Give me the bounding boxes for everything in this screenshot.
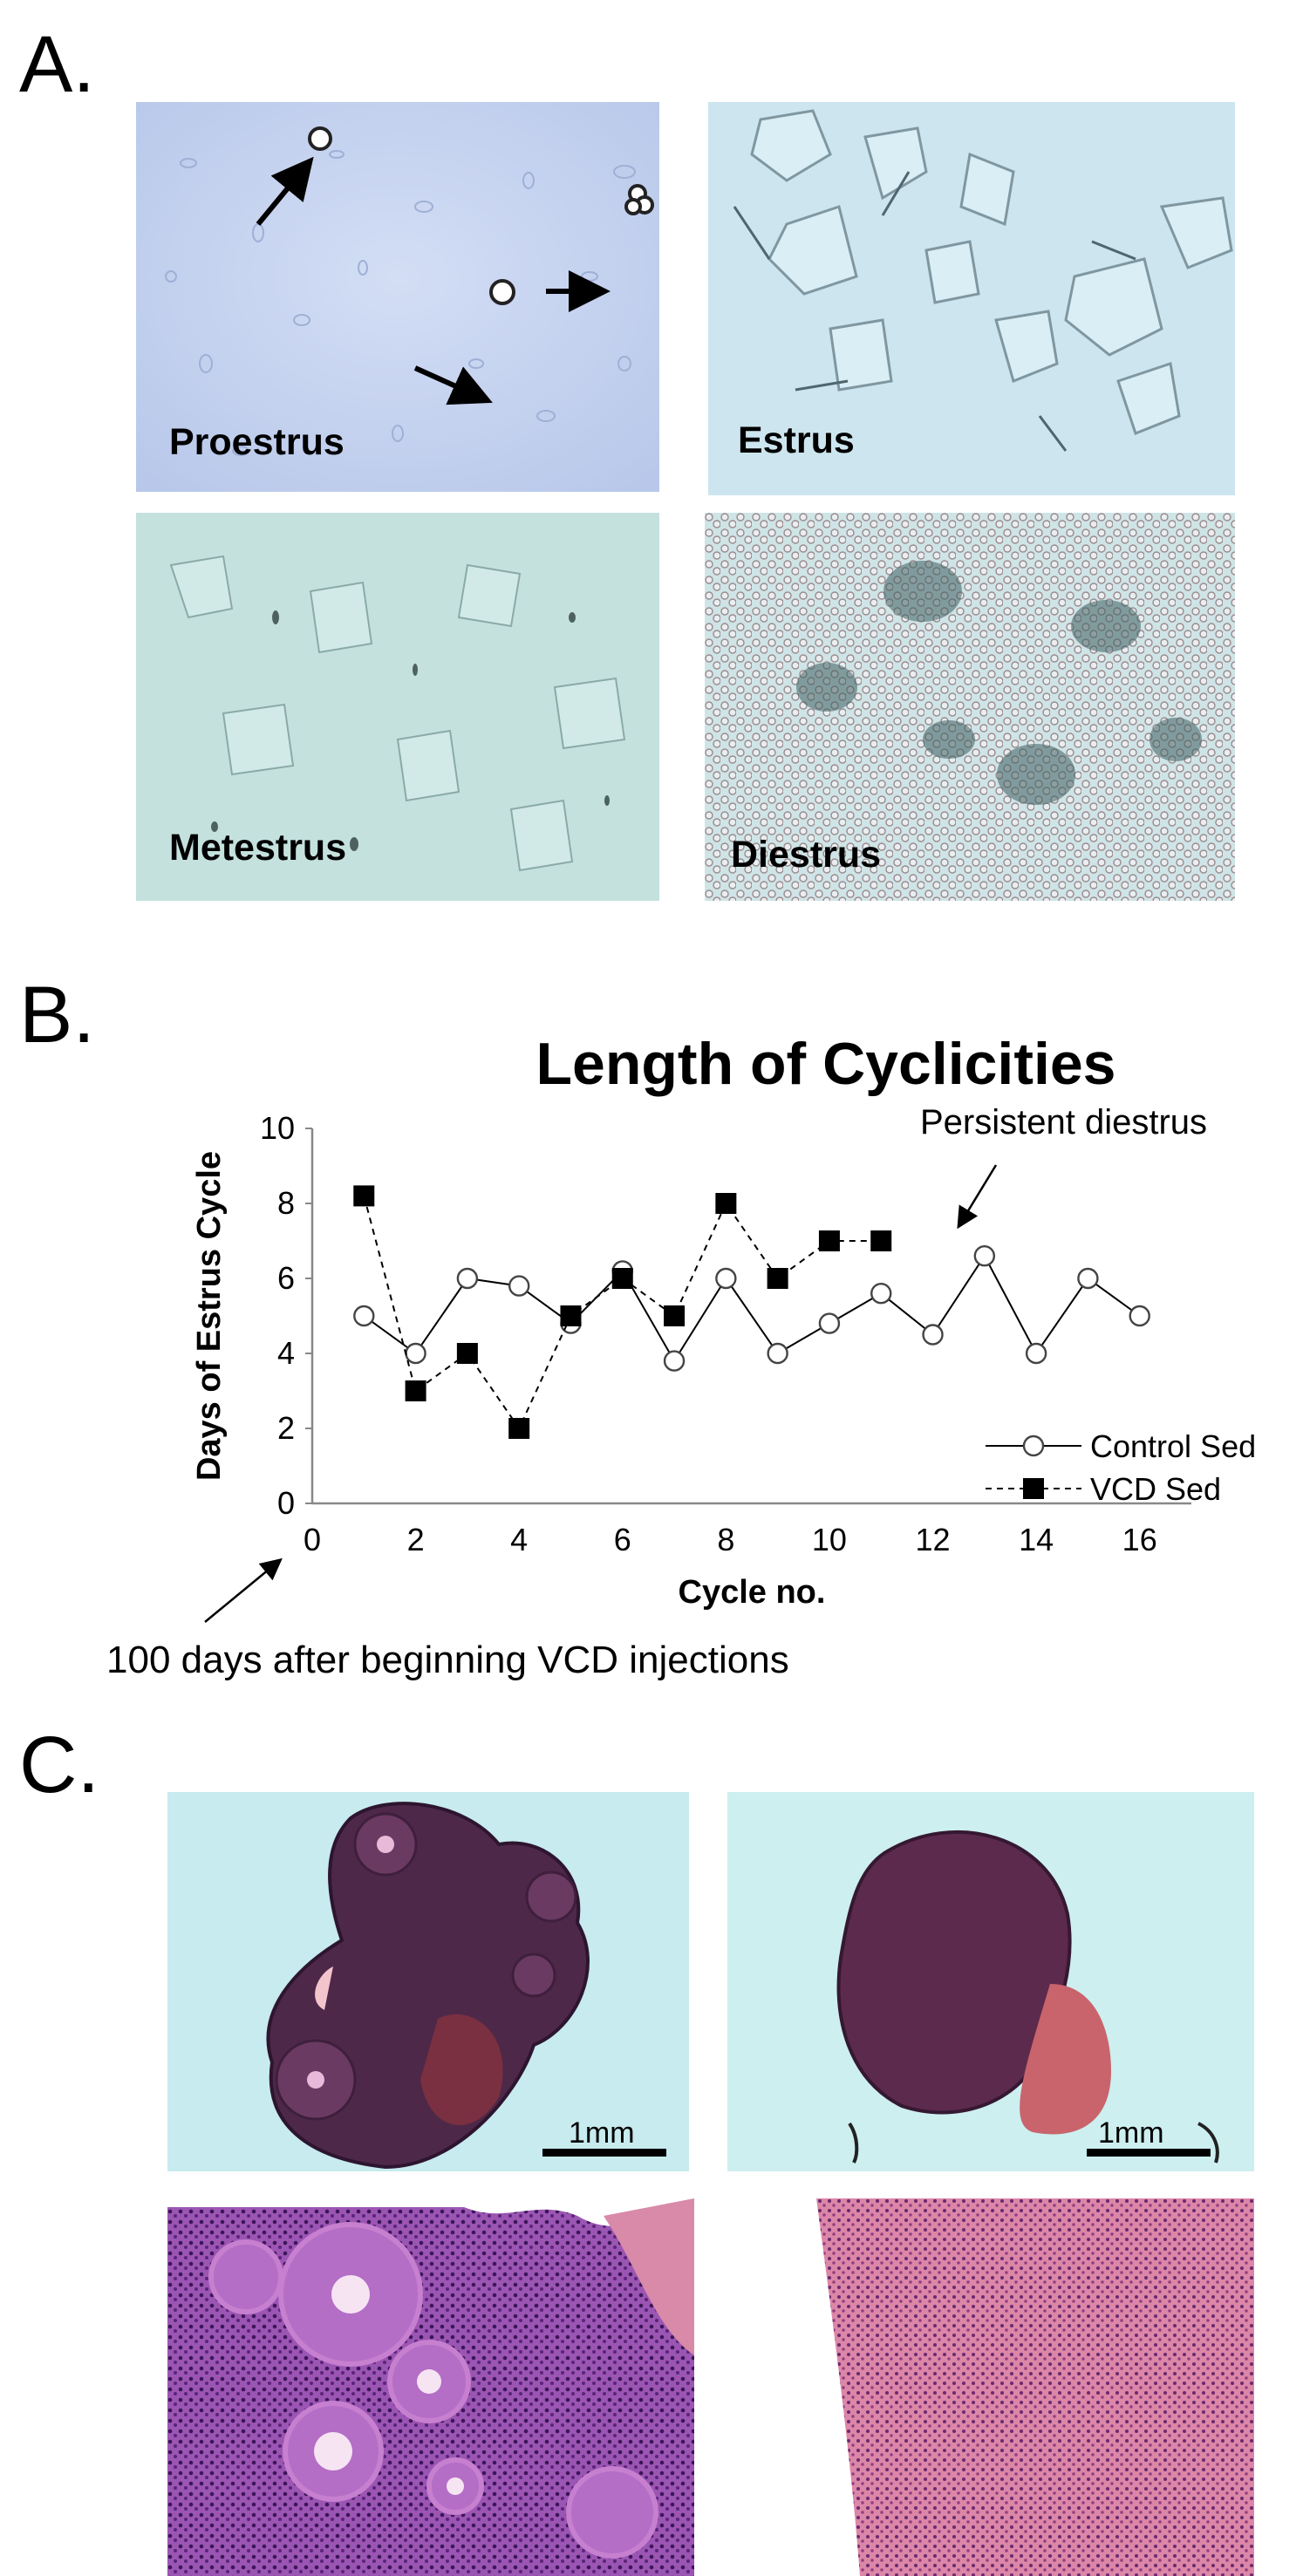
diestrus-texture: [705, 513, 1235, 901]
proestrus-texture: [136, 102, 659, 492]
vcd-ovary-highmag-texture: [808, 2198, 1254, 2576]
vcd-sed-point: [664, 1305, 686, 1326]
control-sed-point: [353, 1305, 375, 1327]
legend-marker-vcd: [1023, 1478, 1044, 1499]
control-sed-point: [456, 1267, 479, 1290]
scale-bar-left-label: 1mm: [569, 2116, 635, 2150]
metestrus-label: Metestrus: [169, 827, 347, 869]
panel-c-letter: C.: [19, 1721, 99, 1809]
series-line-control-sed: [363, 1254, 1141, 1363]
x-tick-label: 16: [1122, 1522, 1157, 1557]
control-sed-point: [870, 1283, 892, 1305]
control-sed-point: [922, 1324, 944, 1346]
x-tick-label: 14: [1019, 1522, 1054, 1557]
y-tick-label: 8: [277, 1185, 295, 1221]
control-sed-point: [767, 1342, 788, 1365]
panel-a-letter: A.: [19, 20, 95, 109]
scale-bar-left: [542, 2149, 666, 2157]
x-tick-label: 10: [812, 1522, 847, 1557]
x-tick-label: 6: [614, 1522, 631, 1557]
x-tick-label: 4: [510, 1522, 528, 1557]
annotation-persistent-diestrus: Persistent diestrus: [920, 1103, 1207, 1141]
control-sed-point: [818, 1312, 841, 1334]
vcd-sed-point: [508, 1418, 530, 1439]
control-sed-point: [405, 1342, 426, 1365]
control-sed-point: [1129, 1305, 1150, 1327]
annotation-arrow-persistent: [957, 1164, 998, 1230]
control-sed-point: [663, 1350, 686, 1372]
proestrus-label: Proestrus: [169, 421, 345, 463]
legend-label-vcd: VCD Sed: [1090, 1471, 1221, 1507]
estrus-texture: [708, 102, 1235, 495]
cyclicity-chart: Length of Cyclicities 0 2 4 6 8 10 0 2 4 6 8 10 12 14…: [106, 1031, 1256, 1681]
vcd-ovary-lowmag: 1mm: [727, 1792, 1254, 2171]
scale-bar-right-label: 1mm: [1098, 2116, 1164, 2150]
chart-title: Length of Cyclicities: [536, 1031, 1116, 1097]
metestrus-micrograph: Metestrus: [136, 513, 659, 901]
scale-bar-right: [1087, 2149, 1211, 2157]
control-sed-point: [973, 1245, 996, 1267]
vcd-sed-point: [611, 1268, 633, 1289]
control-sed-point: [1077, 1267, 1099, 1290]
vcd-sed-point: [767, 1268, 788, 1289]
estrus-micrograph: Estrus: [708, 102, 1235, 495]
y-tick-label: 0: [277, 1485, 295, 1521]
x-tick-label: 8: [717, 1522, 734, 1557]
annotation-100-days: 100 days after beginning VCD injections: [106, 1639, 789, 1681]
diestrus-label: Diestrus: [731, 834, 882, 876]
estrus-label: Estrus: [738, 419, 855, 461]
control-ovary-highmag-texture: [167, 2198, 694, 2576]
x-axis-title: Cycle no.: [679, 1574, 826, 1611]
y-tick-label: 10: [260, 1110, 295, 1146]
vcd-sed-point: [456, 1343, 478, 1364]
diestrus-micrograph: Diestrus: [705, 513, 1235, 901]
control-sed-point: [1025, 1342, 1047, 1365]
annotation-arrow-100-days: [204, 1557, 283, 1623]
x-tick-label: 12: [916, 1522, 951, 1557]
control-ovary-highmag: [167, 2198, 694, 2576]
vcd-sed-point: [353, 1185, 375, 1207]
control-ovary-texture: [167, 1792, 689, 2171]
series-line-vcd-sed: [363, 1196, 882, 1431]
vcd-sed-point: [560, 1305, 582, 1326]
vcd-ovary-highmag: [808, 2198, 1254, 2576]
panel-b-letter: B.: [19, 971, 95, 1060]
y-tick-label: 2: [277, 1410, 295, 1446]
control-ovary-lowmag: 1mm: [167, 1792, 689, 2171]
y-tick-label: 6: [277, 1260, 295, 1296]
metestrus-texture: [136, 513, 659, 901]
x-tick-label: 0: [304, 1522, 321, 1557]
y-axis-title: Days of Estrus Cycle: [191, 1151, 228, 1481]
proestrus-micrograph: Proestrus: [136, 102, 659, 492]
legend-label-control: Control Sed: [1090, 1428, 1256, 1464]
legend-marker-control: [1022, 1435, 1045, 1457]
y-tick-label: 4: [277, 1335, 295, 1371]
vcd-sed-point: [405, 1380, 426, 1401]
control-sed-point: [508, 1275, 530, 1297]
control-sed-point: [715, 1267, 737, 1290]
x-tick-label: 2: [407, 1522, 425, 1557]
vcd-sed-point: [818, 1230, 840, 1251]
vcd-ovary-texture: [727, 1792, 1254, 2171]
vcd-sed-point: [870, 1230, 892, 1251]
vcd-sed-point: [715, 1193, 737, 1214]
